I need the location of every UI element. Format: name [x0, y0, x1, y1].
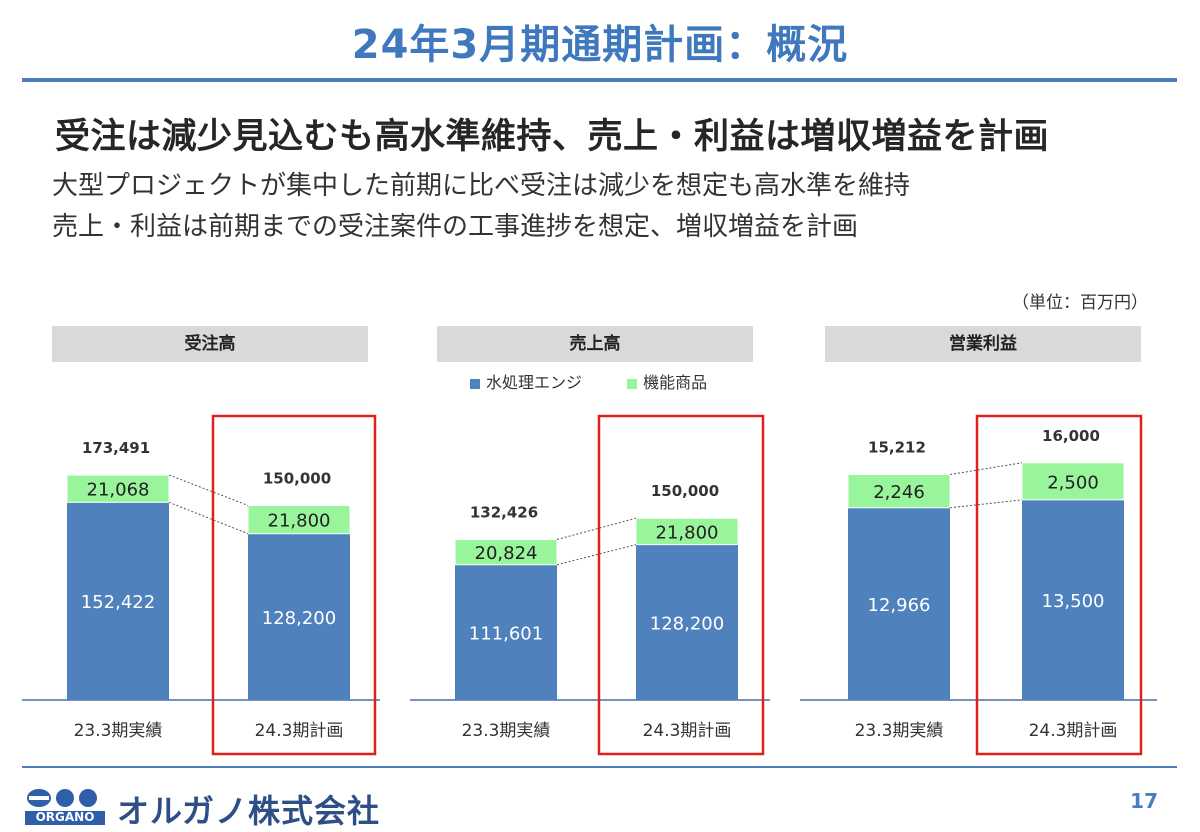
label-total-0: 132,426 — [470, 504, 538, 522]
connector-top — [949, 462, 1023, 475]
subtext-line-2: 売上・利益は前期までの受注案件の工事進捗を想定、増収増益を計画 — [52, 212, 859, 242]
label-total-0: 15,212 — [868, 439, 926, 457]
bar-water-0 — [67, 502, 169, 700]
panel-header-operating-income: 営業利益 — [825, 326, 1141, 362]
legend-item-products: 機能商品 — [627, 369, 707, 393]
label-products-1: 2,500 — [1047, 472, 1099, 493]
category-label-0: 23.3期実績 — [855, 721, 944, 741]
label-water-1: 128,200 — [650, 613, 724, 634]
footer-divider — [22, 766, 1177, 768]
legend-swatch-water — [470, 378, 480, 389]
label-water-0: 12,966 — [868, 595, 931, 616]
label-total-1: 16,000 — [1042, 427, 1100, 445]
bar-water-1 — [636, 544, 738, 700]
label-total-1: 150,000 — [263, 469, 331, 487]
company-name: オルガノ株式会社 — [117, 792, 381, 830]
label-water-1: 13,500 — [1042, 591, 1105, 612]
logo-text: ORGANO — [35, 810, 95, 824]
unit-label: （単位：百万円） — [1012, 293, 1148, 313]
legend-label-water: 水処理エンジ — [486, 373, 583, 392]
label-products-0: 20,824 — [475, 543, 538, 564]
connector-top — [556, 517, 637, 540]
bar-products-1 — [635, 517, 739, 546]
organo-logo — [25, 787, 105, 825]
headline: 受注は減少見込むも高水準維持、売上・利益は増収増益を計画 — [55, 117, 1050, 157]
label-products-1: 21,800 — [268, 511, 331, 532]
title-divider — [22, 78, 1177, 82]
panel-header-sales: 売上高 — [437, 326, 753, 362]
subtext-line-1: 大型プロジェクトが集中した前期に比べ受注は減少を想定も高水準を維持 — [52, 171, 911, 201]
connector-mid — [168, 501, 249, 535]
bar-products-0 — [454, 539, 558, 566]
category-label-0: 23.3期実績 — [462, 721, 551, 741]
label-total-1: 150,000 — [651, 482, 719, 500]
connector-mid — [556, 544, 637, 566]
page-title: 24年3月期通期計画：概況 — [351, 22, 849, 68]
legend-item-water: 水処理エンジ — [470, 369, 582, 393]
label-products-0: 21,068 — [87, 480, 150, 501]
bar-products-0 — [66, 474, 170, 503]
page-number: 17 — [1130, 789, 1158, 813]
label-water-1: 128,200 — [262, 608, 336, 629]
bar-water-0 — [455, 564, 557, 700]
legend-label-products: 機能商品 — [643, 373, 708, 392]
bar-water-0 — [848, 507, 950, 700]
label-total-0: 173,491 — [82, 439, 150, 457]
legend-swatch-products — [627, 378, 638, 389]
highlight-box — [597, 414, 765, 756]
bar-water-1 — [1022, 499, 1124, 700]
bar-products-1 — [247, 504, 351, 535]
label-water-0: 152,422 — [81, 592, 155, 613]
label-products-1: 21,800 — [656, 522, 719, 543]
category-label-0: 23.3期実績 — [74, 721, 163, 741]
highlight-box — [975, 414, 1143, 756]
bar-products-0 — [847, 474, 951, 509]
category-label-1: 24.3期計画 — [1029, 721, 1118, 741]
bar-water-1 — [248, 533, 350, 700]
bar-products-1 — [1021, 462, 1125, 501]
chart-legend: 水処理エンジ 機能商品 — [470, 369, 747, 393]
panel-header-orders: 受注高 — [52, 326, 368, 362]
connector-top — [168, 474, 249, 506]
highlight-box — [211, 414, 377, 756]
label-water-0: 111,601 — [469, 623, 543, 644]
category-label-1: 24.3期計画 — [643, 721, 732, 741]
category-label-1: 24.3期計画 — [255, 721, 344, 741]
connector-mid — [949, 499, 1023, 509]
label-products-0: 2,246 — [873, 482, 925, 503]
